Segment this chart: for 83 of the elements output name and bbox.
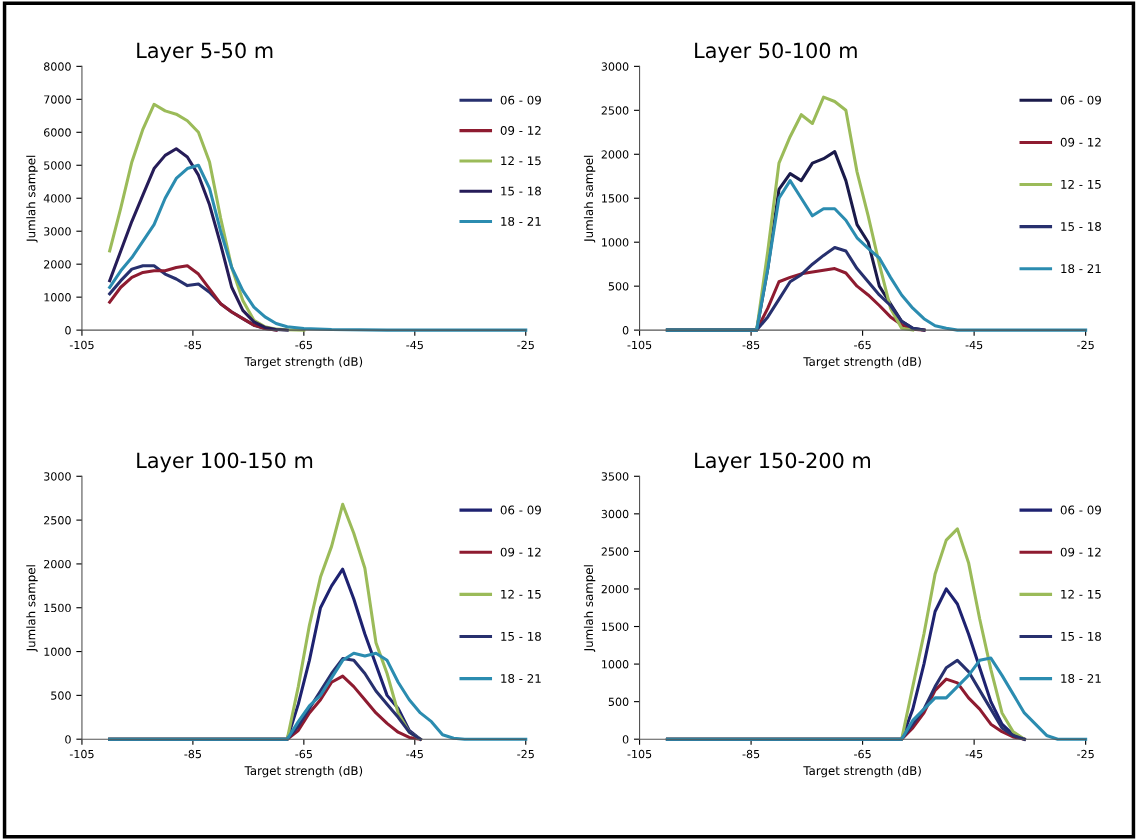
- x-tick-label: -85: [742, 749, 760, 759]
- legend-label: 18 - 21: [501, 674, 541, 683]
- x-axis-title: Target strength (dB): [803, 356, 921, 369]
- x-tick-label: -105: [69, 749, 94, 759]
- legend-label: 15 - 18: [501, 631, 541, 641]
- x-tick-label: -45: [406, 749, 423, 759]
- x-tick-label: -25: [517, 340, 534, 350]
- y-tick-label: 6000: [44, 128, 71, 137]
- y-axis-title: Jumlah sampel: [26, 565, 38, 652]
- x-axis-title: Target strength (dB): [244, 765, 363, 778]
- y-tick-label: 3000: [601, 62, 629, 71]
- x-tick-label: -65: [854, 340, 871, 350]
- chart-title: Layer 100-150 m: [137, 452, 313, 473]
- legend-label: 12 - 15: [1061, 179, 1101, 189]
- x-tick-label: -85: [184, 340, 201, 350]
- y-axis-title: Jumlah sampel: [583, 565, 596, 652]
- y-tick-label: 5000: [44, 161, 71, 170]
- y-tick-label: 2000: [601, 150, 629, 159]
- x-tick-label: -85: [742, 340, 760, 350]
- legend-label: 09 - 12: [500, 125, 541, 135]
- legend-label: 12 - 15: [501, 589, 541, 599]
- chart-title: Layer 5-50 m: [137, 42, 273, 63]
- y-tick-label: 1500: [602, 622, 629, 631]
- y-tick-label: 1000: [44, 293, 71, 302]
- y-tick-label: 3500: [601, 472, 629, 481]
- y-tick-label: 3000: [44, 472, 71, 481]
- y-axis-title: Jumlah sampel: [26, 155, 38, 243]
- y-tick-label: 1000: [602, 238, 629, 247]
- x-tick-label: -65: [854, 749, 871, 759]
- y-tick-label: 0: [622, 735, 629, 744]
- y-tick-label: 7000: [44, 95, 71, 104]
- y-tick-label: 500: [608, 282, 629, 291]
- x-tick-label: -25: [517, 749, 534, 759]
- y-tick-label: 4000: [43, 194, 71, 203]
- y-tick-label: 3000: [44, 227, 71, 236]
- x-tick-label: -25: [1077, 340, 1094, 350]
- legend-label: 15 - 18: [1061, 222, 1101, 231]
- y-tick-label: 0: [65, 326, 71, 335]
- y-tick-label: 1000: [44, 647, 71, 656]
- y-tick-label: 2000: [601, 584, 629, 594]
- y-tick-label: 1000: [602, 660, 629, 669]
- legend-label: 06 - 09: [1060, 95, 1101, 105]
- x-axis-title: Target strength (dB): [244, 356, 363, 369]
- legend-label: 18 - 21: [501, 216, 541, 226]
- y-tick-label: 0: [65, 735, 71, 744]
- legend-label: 15 - 18: [1061, 631, 1101, 641]
- y-tick-label: 2000: [44, 260, 71, 269]
- y-tick-label: 1500: [602, 194, 629, 203]
- x-tick-label: -65: [295, 749, 312, 759]
- legend-label: 18 - 21: [1061, 674, 1101, 683]
- x-tick-label: -65: [295, 340, 312, 350]
- y-tick-label: 2500: [601, 547, 629, 556]
- x-tick-label: -105: [69, 340, 94, 350]
- chart-title: Layer 150-200 m: [695, 452, 870, 473]
- legend-label: 09 - 12: [1060, 547, 1101, 557]
- x-tick-label: -45: [965, 749, 983, 759]
- chart-title: Layer 50-100 m: [695, 42, 857, 63]
- y-tick-label: 0: [622, 326, 629, 335]
- x-tick-label: -45: [406, 340, 423, 350]
- y-tick-label: 1500: [44, 603, 71, 613]
- y-tick-label: 2500: [44, 516, 71, 525]
- legend-label: 12 - 15: [501, 156, 541, 166]
- legend-label: 06 - 09: [500, 505, 541, 515]
- legend-label: 18 - 21: [1061, 264, 1101, 274]
- legend-label: 09 - 12: [500, 547, 541, 557]
- x-tick-label: -45: [965, 340, 983, 350]
- x-tick-label: -25: [1077, 749, 1094, 759]
- x-tick-label: -105: [627, 749, 652, 759]
- y-axis-title: Jumlah sampel: [583, 155, 596, 243]
- y-tick-label: 500: [51, 691, 71, 700]
- x-axis-title: Target strength (dB): [803, 765, 921, 778]
- legend-label: 09 - 12: [1060, 137, 1101, 147]
- y-tick-label: 2500: [601, 106, 629, 115]
- legend-label: 06 - 09: [1060, 505, 1101, 515]
- x-tick-label: -85: [184, 749, 201, 759]
- x-tick-label: -105: [627, 340, 652, 350]
- y-tick-label: 500: [608, 697, 629, 707]
- y-tick-label: 2000: [44, 559, 71, 569]
- y-tick-label: 8000: [44, 62, 71, 71]
- legend-label: 12 - 15: [1061, 589, 1101, 599]
- legend-label: 06 - 09: [500, 95, 541, 105]
- y-tick-label: 3000: [601, 509, 629, 519]
- legend-label: 15 - 18: [501, 186, 541, 196]
